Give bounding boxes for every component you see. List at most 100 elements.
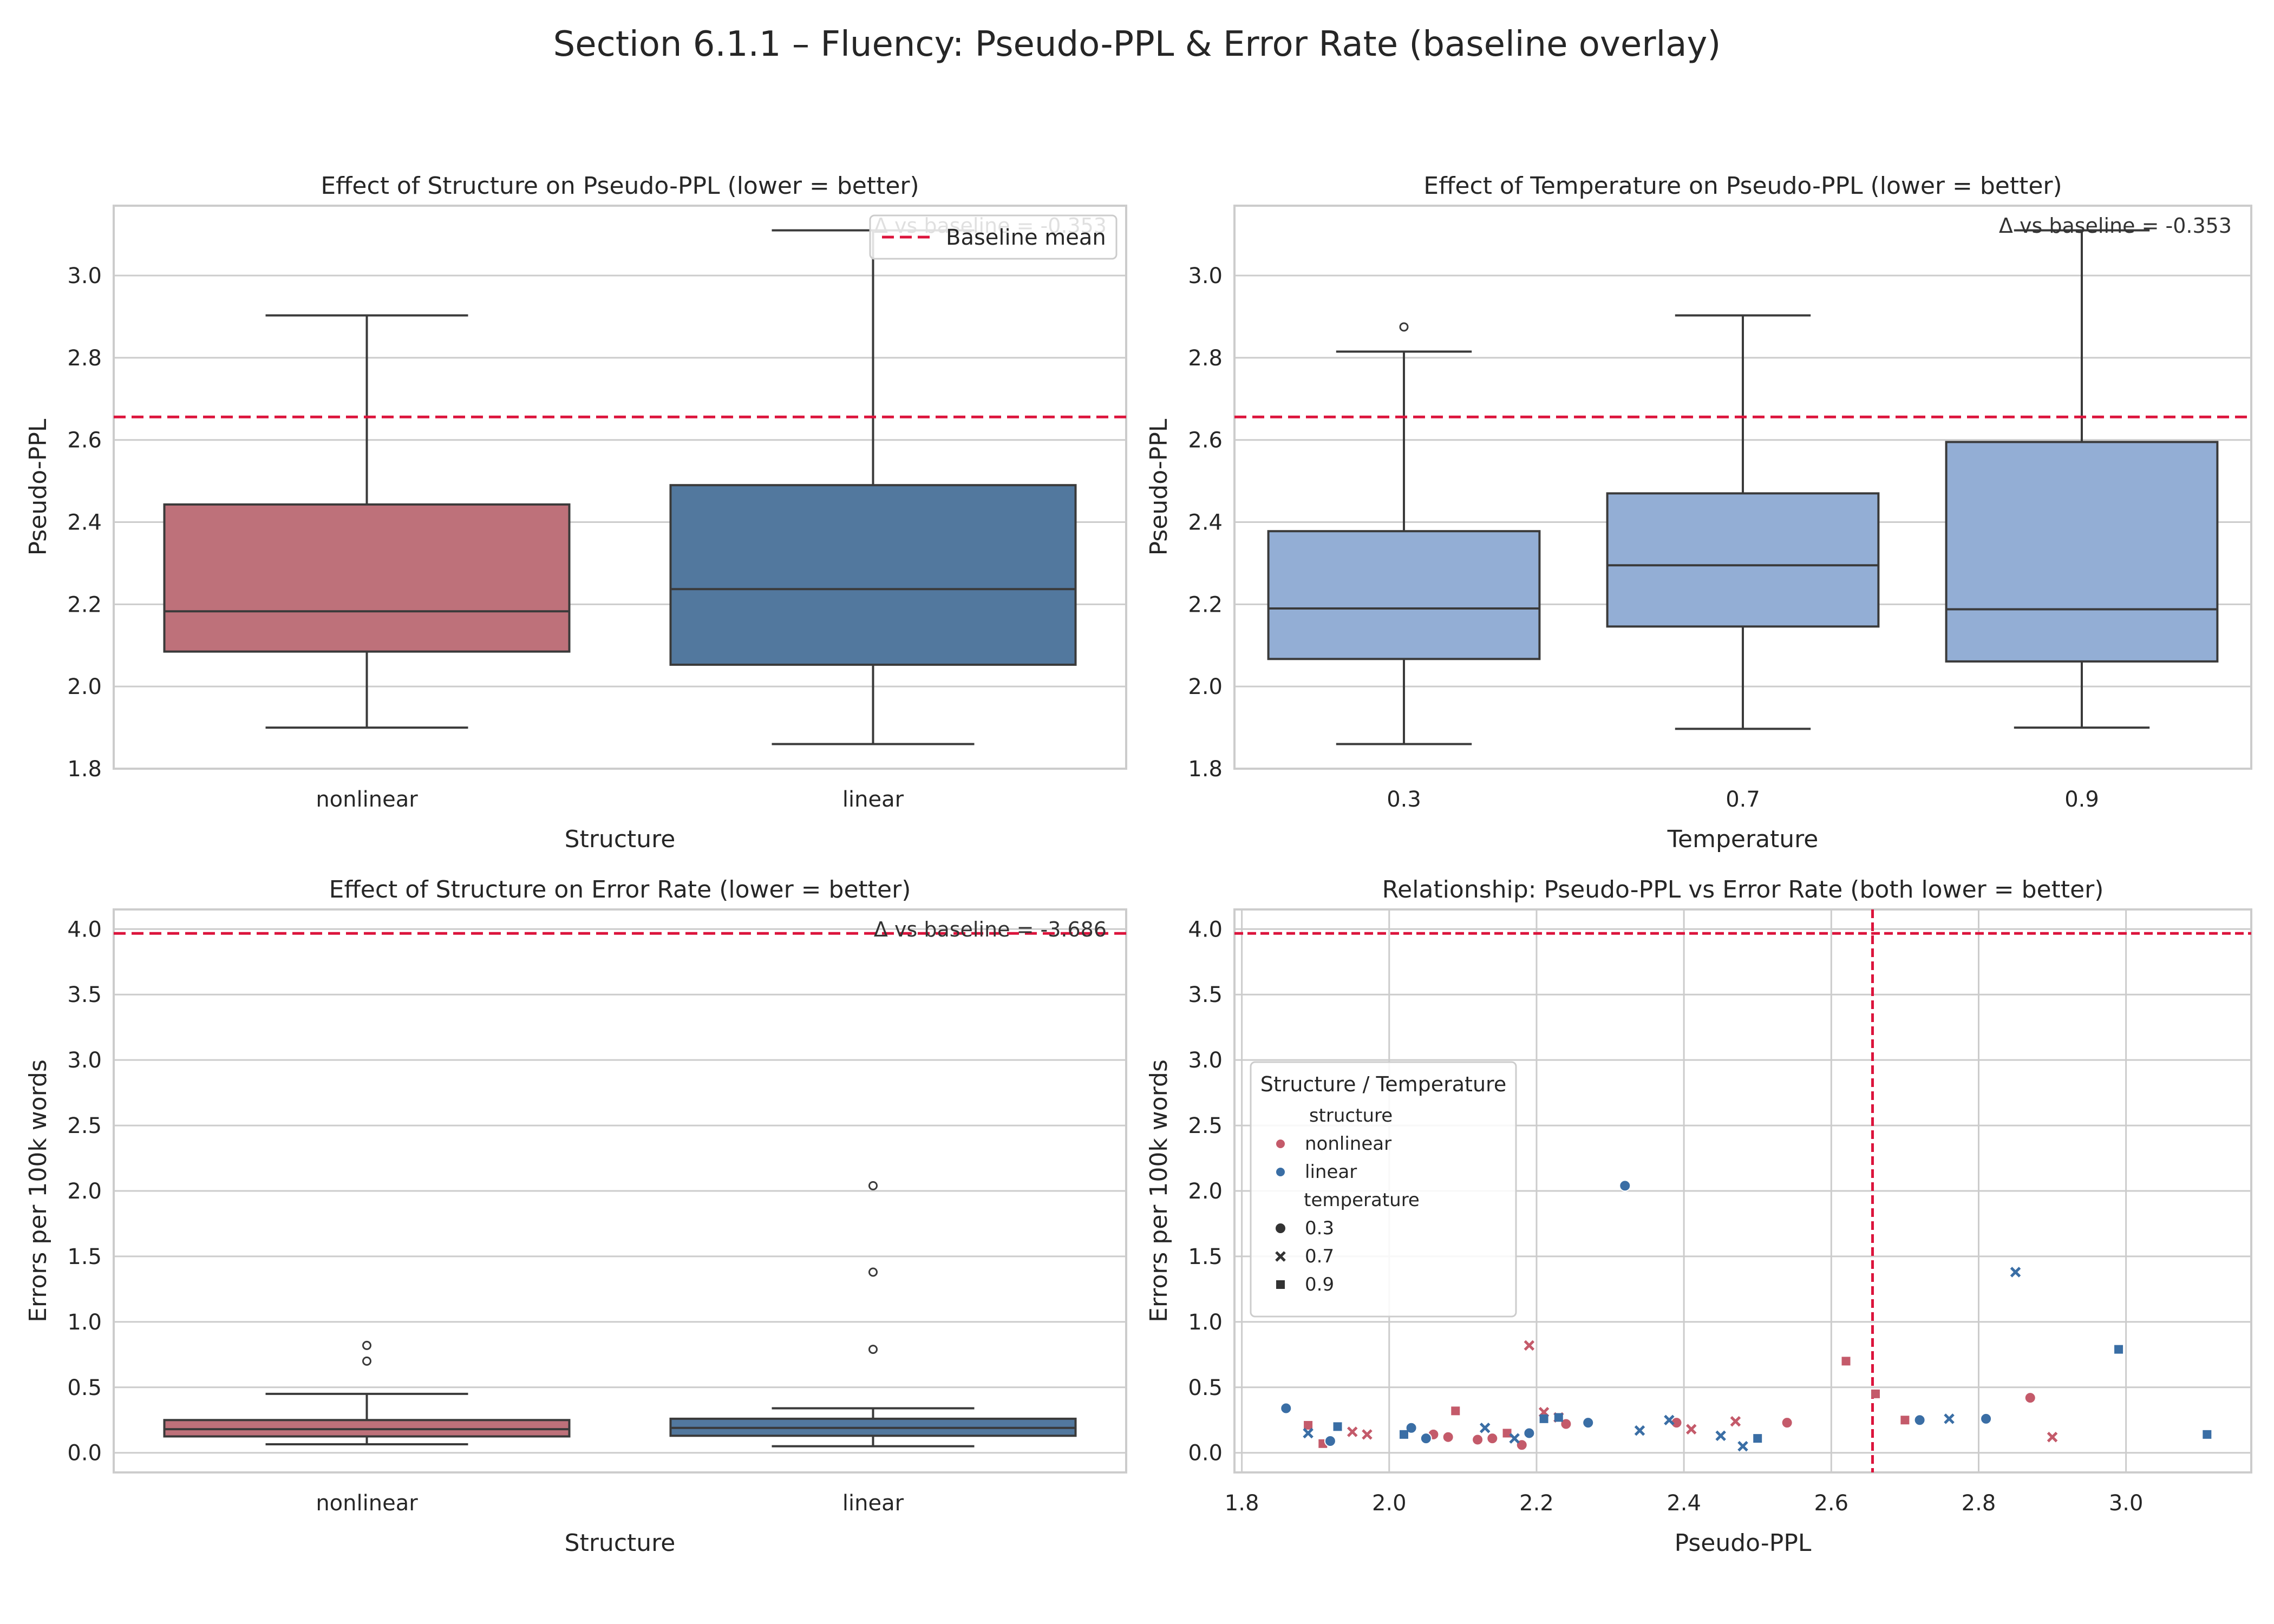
scatter-point [1400,1430,1408,1439]
scatter-point [1502,1429,1512,1438]
scatter-point [2114,1345,2123,1354]
delta-annotation: Δ vs baseline = -3.686 [874,918,1107,941]
x-tick-label: 2.2 [1519,1491,1554,1516]
scatter-point [1524,1340,1535,1351]
x-tick-label: linear [842,787,904,812]
legend-box [869,214,1118,260]
y-tick-label: 3.5 [1188,983,1223,1007]
y-tick-label: 4.0 [1188,917,1223,942]
scatter-point [1479,1423,1491,1433]
y-tick-label: 1.8 [67,757,102,782]
panel-title: Effect of Structure on Pseudo-PPL (lower… [321,172,919,200]
box-linear [669,229,1077,745]
y-tick-label: 2.0 [1188,1179,1223,1204]
legend-style-swatch [1276,1280,1285,1289]
y-tick-label: 2.6 [1188,428,1223,453]
y-tick-label: 1.8 [1188,757,1223,782]
y-axis-label: Pseudo-PPL [1145,418,1173,555]
y-tick-label: 1.0 [67,1310,102,1335]
legend-style-title: temperature [1304,1189,1420,1211]
box-flier [868,1181,878,1190]
panel-title: Effect of Structure on Error Rate (lower… [329,876,911,903]
scatter-point [1280,1402,1292,1415]
x-tick-label: 1.8 [1225,1491,1259,1516]
y-tick-label: 0.0 [1188,1441,1223,1466]
scatter-point [1554,1413,1563,1422]
box-iqr [669,484,1077,666]
scatter-point [2024,1392,2036,1404]
scatter-point [1715,1430,1726,1442]
panel-title: Effect of Temperature on Pseudo-PPL (low… [1423,172,2062,200]
box-iqr [1606,492,1880,628]
y-tick-label: 2.6 [67,428,102,453]
legend-style-swatch [1275,1222,1286,1234]
scatter-point [1523,1427,1535,1439]
x-tick-label: nonlinear [316,1491,418,1516]
scatter-point [1405,1422,1417,1434]
y-axis-label: Pseudo-PPL [24,418,52,555]
legend-hue-title: structure [1309,1105,1393,1127]
scatter-point [1442,1431,1454,1443]
y-tick-label: 2.2 [67,592,102,617]
box-0.7 [1606,314,1880,730]
x-axis-label: Structure [565,826,676,853]
y-tick-label: 2.0 [67,675,102,699]
scatter-point [1362,1429,1373,1440]
scatter-point [1730,1416,1741,1427]
box-nonlinear [163,314,571,729]
scatter-point [1913,1414,1926,1426]
scatter-point [1753,1434,1762,1443]
legend-style-label: 0.7 [1305,1246,1334,1267]
y-tick-label: 1.5 [67,1245,102,1269]
scatter-series-linear-0.7 [1303,1267,2021,1452]
scatter-point [1451,1406,1460,1416]
x-tick-label: nonlinear [316,787,418,812]
scatter-point [2010,1267,2021,1278]
box-flier [362,1340,371,1350]
scatter-point [1509,1433,1520,1444]
x-tick-label: 2.8 [1962,1491,1996,1516]
x-tick-label: 0.7 [1726,787,1760,812]
box-iqr [163,503,571,653]
box-flier [868,1267,878,1277]
legend-title: Structure / Temperature [1260,1072,1506,1096]
box-linear [669,1181,1077,1448]
box-0.9 [1945,229,2219,729]
scatter-point [1900,1416,1910,1425]
x-tick-label: linear [842,1491,904,1516]
scatter-point [1664,1415,1675,1426]
x-tick-label: 2.6 [1814,1491,1848,1516]
scatter-point [1871,1389,1880,1398]
y-tick-label: 0.5 [67,1376,102,1400]
scatter-point [1539,1414,1548,1423]
scatter-point [1304,1420,1313,1430]
legend-style-label: 0.3 [1305,1217,1334,1239]
y-tick-label: 2.8 [1188,346,1223,371]
scatter-point [2047,1431,2058,1443]
x-tick-label: 0.9 [2064,787,2099,812]
scatter-series-linear-0.3 [1280,1180,1992,1447]
scatter-point [1634,1425,1645,1436]
legend-style-swatch [1275,1251,1286,1262]
scatter-point [1486,1432,1499,1445]
x-axis-label: Pseudo-PPL [1675,1529,1812,1557]
y-tick-label: 2.8 [67,346,102,371]
y-tick-label: 2.5 [1188,1114,1223,1138]
y-tick-label: 3.5 [67,983,102,1007]
scatter-point [1781,1417,1793,1429]
box-flier [868,1345,878,1354]
delta-annotation: Δ vs baseline = -0.353 [1999,214,2232,238]
scatter-point [1685,1424,1697,1435]
legend-style-label: 0.9 [1305,1274,1334,1295]
y-tick-label: 4.0 [67,917,102,942]
ppl-vs-error-scatter: Relationship: Pseudo-PPL vs Error Rate (… [1145,876,2252,1557]
y-tick-label: 0.0 [67,1441,102,1466]
panel-title: Relationship: Pseudo-PPL vs Error Rate (… [1382,876,2104,903]
y-tick-label: 2.4 [1188,510,1223,535]
structure-ppl-boxplot: Effect of Structure on Pseudo-PPL (lower… [24,172,1127,853]
y-axis-label: Errors per 100k words [1145,1059,1173,1322]
scatter-point [2203,1430,2212,1439]
scatter-point [1347,1426,1358,1437]
temperature-ppl-boxplot: Effect of Temperature on Pseudo-PPL (low… [1145,172,2252,853]
y-tick-label: 0.5 [1188,1376,1223,1400]
